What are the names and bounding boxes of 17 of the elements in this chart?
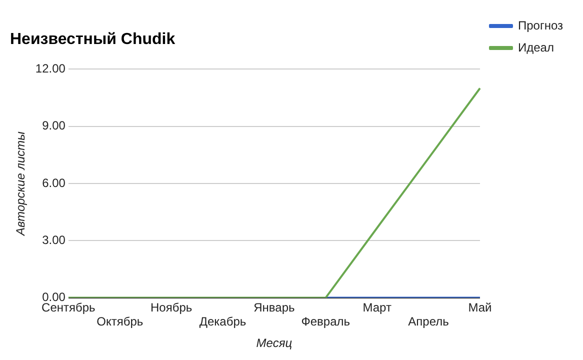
- y-axis-title: Авторские листы: [14, 131, 28, 236]
- x-tick-label: Октябрь: [96, 314, 144, 329]
- x-tick-label: Февраль: [301, 314, 350, 329]
- y-tick-label: 3.00: [42, 232, 66, 247]
- x-tick-label: Декабрь: [199, 314, 246, 329]
- y-tick-label: 6.00: [42, 176, 66, 190]
- chart-title: Неизвестный Chudik: [10, 31, 176, 48]
- x-tick-label: Ноябрь: [150, 300, 192, 314]
- x-axis-title: Месяц: [256, 336, 292, 350]
- x-tick-label: Март: [362, 300, 392, 314]
- y-tick-label: 12.00: [35, 62, 66, 76]
- legend-label: Прогноз: [518, 18, 564, 32]
- x-tick-label: Май: [468, 300, 492, 314]
- legend-label: Идеал: [518, 40, 554, 54]
- x-tick-label: Апрель: [408, 314, 449, 329]
- x-tick-label: Январь: [254, 300, 295, 314]
- y-tick-label: 9.00: [42, 118, 66, 133]
